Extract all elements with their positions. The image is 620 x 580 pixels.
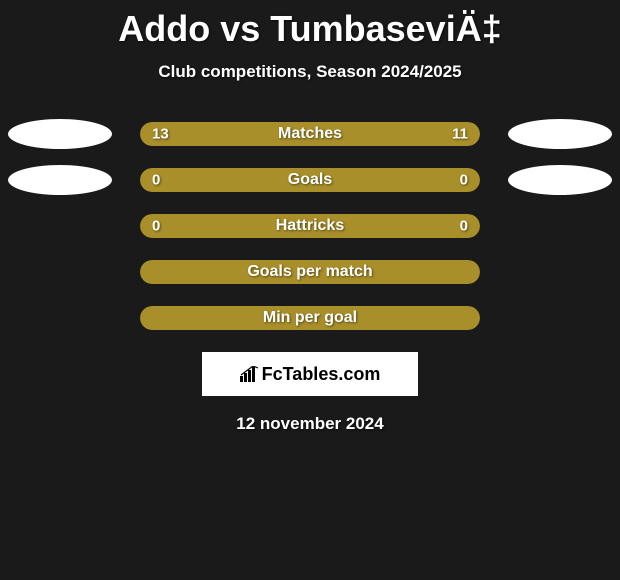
stat-value-right: 11 (452, 126, 468, 143)
stat-row: 0 0 Goals (0, 168, 620, 192)
logo-box[interactable]: FcTables.com (202, 352, 418, 396)
player-photo-left (8, 119, 112, 149)
chart-icon (240, 366, 260, 382)
stat-label: Min per goal (263, 309, 357, 327)
stat-value-left: 0 (152, 218, 160, 235)
footer-date: 12 november 2024 (0, 414, 620, 434)
logo: FcTables.com (240, 364, 381, 385)
stat-row: Goals per match (0, 260, 620, 284)
stat-value-right: 0 (460, 172, 468, 189)
stat-row: 13 11 Matches (0, 122, 620, 146)
stat-bar: 13 11 Matches (140, 122, 480, 146)
player-photo-right (508, 119, 612, 149)
stat-value-right: 0 (460, 218, 468, 235)
stat-label: Goals per match (247, 263, 372, 281)
stat-bar: 0 0 Hattricks (140, 214, 480, 238)
stat-bar: 0 0 Goals (140, 168, 480, 192)
stat-bar: Min per goal (140, 306, 480, 330)
stat-bar: Goals per match (140, 260, 480, 284)
logo-text: FcTables.com (262, 364, 381, 385)
page-title: Addo vs TumbaseviÄ‡ (0, 0, 620, 50)
stats-rows: 13 11 Matches 0 0 Goals 0 0 Hattricks Goals per m… (0, 122, 620, 330)
stat-label: Matches (278, 125, 342, 143)
bar-fill-right (310, 168, 480, 192)
bar-fill-left (140, 168, 310, 192)
stat-row: 0 0 Hattricks (0, 214, 620, 238)
stat-label: Goals (288, 171, 332, 189)
player-photo-left (8, 165, 112, 195)
stat-row: Min per goal (0, 306, 620, 330)
player-photo-right (508, 165, 612, 195)
stat-label: Hattricks (276, 217, 344, 235)
page-subtitle: Club competitions, Season 2024/2025 (0, 62, 620, 82)
stat-value-left: 0 (152, 172, 160, 189)
stat-value-left: 13 (152, 126, 169, 143)
